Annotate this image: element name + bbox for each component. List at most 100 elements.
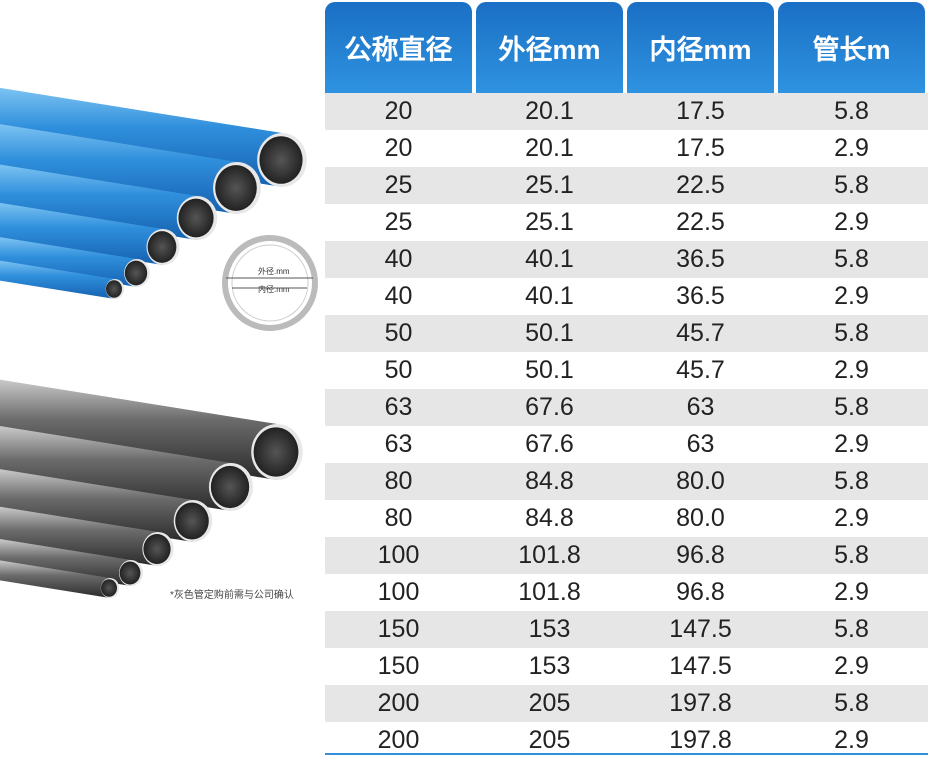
table-cell: 80.0 (676, 504, 725, 532)
table-cell: 20.1 (525, 97, 574, 125)
table-cell: 153 (528, 652, 571, 680)
table-cell: 5.8 (834, 541, 869, 569)
table-cell: 200 (377, 689, 420, 717)
table-row: 200 205 197.8 5.8 (325, 685, 928, 722)
pipe-body (0, 202, 163, 265)
table-cell: 101.8 (518, 541, 581, 569)
pipe-hole (253, 427, 299, 477)
pipe-hole (124, 260, 148, 286)
outer-label: 外径.mm (258, 266, 290, 276)
table-cell: 50.1 (525, 319, 574, 347)
pipe-hole (215, 165, 257, 211)
table-row: 100 101.8 96.8 2.9 (325, 574, 928, 611)
pipe-body (0, 539, 131, 586)
table-cell: 50 (384, 319, 413, 347)
table-cell: 96.8 (676, 578, 725, 606)
table-cell: 153 (528, 615, 571, 643)
pipe-body (0, 124, 237, 214)
table-cell: 2.9 (834, 652, 869, 680)
table-row: 20 20.1 17.5 5.8 (325, 93, 928, 130)
header-cell: 外径mm (476, 2, 623, 93)
header-cell: 公称直径 (325, 2, 472, 93)
table-cell: 2.9 (834, 134, 869, 162)
pipe-body (0, 506, 158, 566)
table-cell: 25.1 (525, 171, 574, 199)
table-cell: 40.1 (525, 245, 574, 273)
pipe-hole (210, 465, 250, 509)
table-cell: 2.9 (834, 282, 869, 310)
table-cell: 25 (384, 171, 413, 199)
table-cell: 2.9 (834, 208, 869, 236)
table-cell: 84.8 (525, 467, 574, 495)
table-cell: 50 (384, 356, 413, 384)
table-row: 150 153 147.5 5.8 (325, 611, 928, 648)
table-cell: 147.5 (669, 652, 732, 680)
pipe-body (0, 237, 137, 287)
inner-label: 内径.mm (258, 284, 290, 294)
table-cell: 150 (377, 652, 420, 680)
table-cell: 5.8 (834, 319, 869, 347)
table-cell: 63 (686, 430, 715, 458)
table-cell: 101.8 (518, 578, 581, 606)
pipe-hole (178, 198, 214, 238)
table-cell: 2.9 (834, 578, 869, 606)
pipe-hole (143, 534, 171, 564)
table-cell: 2.9 (834, 726, 869, 754)
pipe-body (0, 379, 277, 480)
table-row: 20 20.1 17.5 2.9 (325, 130, 928, 167)
table-cell: 17.5 (676, 134, 725, 162)
table-row: 40 40.1 36.5 2.9 (325, 278, 928, 315)
bottom-rule (325, 753, 928, 755)
table-cell: 36.5 (676, 245, 725, 273)
table-row: 150 153 147.5 2.9 (325, 648, 928, 685)
pipe-hole (101, 579, 117, 597)
pipe-hole (175, 502, 209, 540)
table-row: 50 50.1 45.7 5.8 (325, 315, 928, 352)
table-cell: 50.1 (525, 356, 574, 384)
table-cell: 5.8 (834, 245, 869, 273)
table-cell: 45.7 (676, 319, 725, 347)
table-cell: 40 (384, 245, 413, 273)
table-row: 63 67.6 63 5.8 (325, 389, 928, 426)
table-cell: 22.5 (676, 208, 725, 236)
table-cell: 20.1 (525, 134, 574, 162)
pipes (0, 87, 307, 598)
table-row: 63 67.6 63 2.9 (325, 426, 928, 463)
table-cell: 2.9 (834, 504, 869, 532)
table-cell: 147.5 (669, 615, 732, 643)
pipe-body (0, 164, 197, 240)
pipe-hole (147, 231, 177, 263)
pipe-hole (259, 136, 303, 184)
table-cell: 205 (528, 689, 571, 717)
table-cell: 5.8 (834, 97, 869, 125)
table-row: 50 50.1 45.7 2.9 (325, 352, 928, 389)
pipe-body (0, 260, 115, 299)
table-cell: 150 (377, 615, 420, 643)
table-row: 80 84.8 80.0 5.8 (325, 463, 928, 500)
table-cell: 100 (377, 578, 420, 606)
table-cell: 67.6 (525, 430, 574, 458)
pipe-body (0, 426, 231, 511)
table-cell: 22.5 (676, 171, 725, 199)
pipe-body (0, 560, 110, 598)
table-row: 25 25.1 22.5 5.8 (325, 167, 928, 204)
table-cell: 45.7 (676, 356, 725, 384)
section-inner (231, 244, 309, 322)
table-cell: 197.8 (669, 689, 732, 717)
table-cell: 5.8 (834, 467, 869, 495)
table-row: 25 25.1 22.5 2.9 (325, 204, 928, 241)
table-cell: 197.8 (669, 726, 732, 754)
table-cell: 20 (384, 134, 413, 162)
table-cell: 25 (384, 208, 413, 236)
table-row: 200 205 197.8 2.9 (325, 722, 928, 759)
table-cell: 63 (686, 393, 715, 421)
table-cell: 5.8 (834, 615, 869, 643)
table-cell: 80.0 (676, 467, 725, 495)
table-cell: 63 (384, 430, 413, 458)
table-cell: 205 (528, 726, 571, 754)
pipe-hole (119, 561, 141, 585)
table-cell: 5.8 (834, 393, 869, 421)
table-cell: 80 (384, 467, 413, 495)
table-cell: 2.9 (834, 356, 869, 384)
table-cell: 40.1 (525, 282, 574, 310)
